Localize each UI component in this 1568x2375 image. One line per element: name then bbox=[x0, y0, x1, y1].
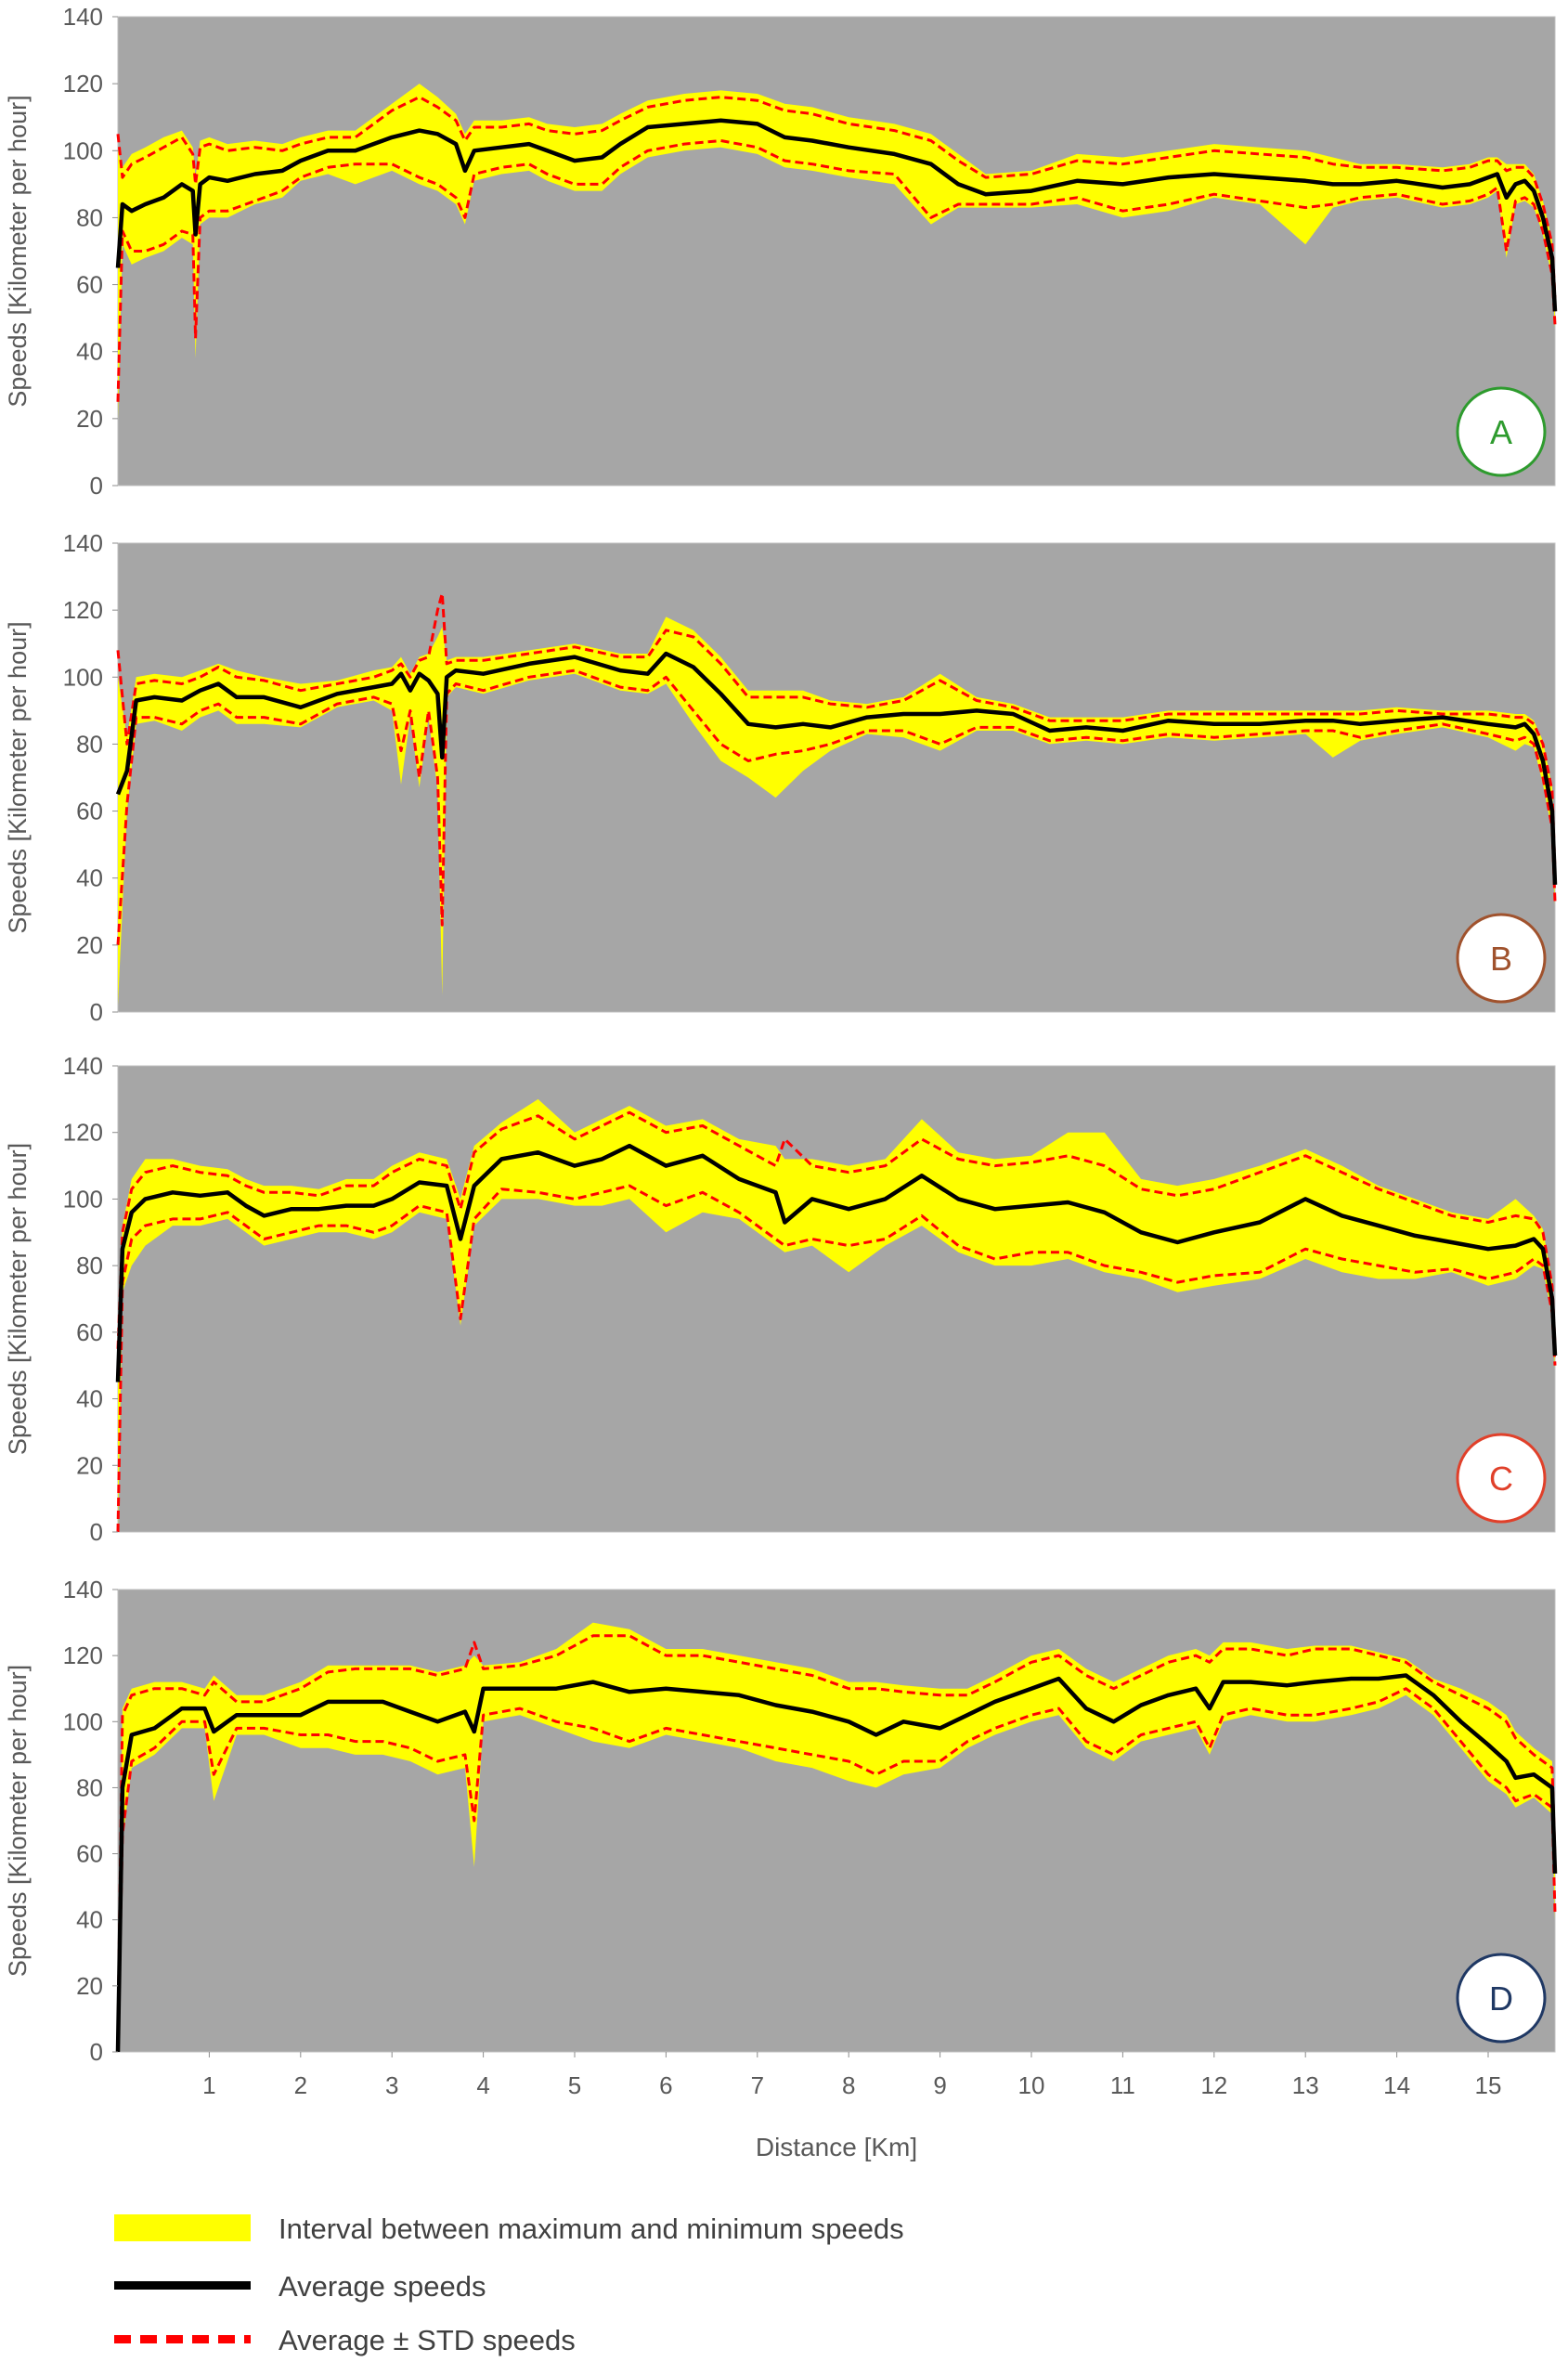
legend-swatch-band bbox=[114, 2214, 251, 2241]
series-std-lower-d bbox=[116, 1687, 1557, 2053]
y-tick-label: 60 bbox=[76, 1840, 103, 1868]
legend-label-std: Average ± STD speeds bbox=[279, 2324, 576, 2356]
chart-panel-d: 0 20 40 60 80 100 120 140 Speeds [Kilometer per … bbox=[4, 1576, 1558, 2161]
y-tick-label: 40 bbox=[76, 1385, 103, 1413]
panel-label: B bbox=[1490, 940, 1512, 978]
chart-panel-c: 0 20 40 60 80 100 120 140 Speeds [Kilometer per … bbox=[4, 1052, 1558, 1546]
x-tick-label: 10 bbox=[1018, 2071, 1045, 2099]
legend-label-average: Average speeds bbox=[279, 2270, 486, 2303]
plot-area bbox=[117, 1065, 1556, 1533]
y-tick-label: 60 bbox=[76, 798, 103, 825]
x-axis-label: Distance [Km] bbox=[756, 2133, 917, 2161]
series-average-a bbox=[115, 118, 1558, 312]
series-std-upper-b bbox=[116, 591, 1557, 872]
y-tick-label: 60 bbox=[76, 271, 103, 299]
y-tick-label: 100 bbox=[63, 136, 103, 164]
panel-label: D bbox=[1489, 1979, 1513, 2018]
y-tick-label: 40 bbox=[76, 864, 103, 892]
y-tick-label: 40 bbox=[76, 1906, 103, 1934]
x-tick-label: 4 bbox=[476, 2071, 489, 2099]
legend-swatch-line bbox=[114, 2281, 251, 2290]
y-tick-label: 140 bbox=[63, 529, 103, 557]
y-tick-label: 100 bbox=[63, 1185, 103, 1213]
x-tick-label: 13 bbox=[1292, 2071, 1319, 2099]
y-tick-label: 40 bbox=[76, 338, 103, 366]
legend: Interval between maximum and minimum spe… bbox=[0, 2187, 1568, 2372]
series-std-upper-d bbox=[116, 1634, 1557, 2036]
y-tick-label: 100 bbox=[63, 1707, 103, 1735]
x-tick-label: 12 bbox=[1200, 2071, 1227, 2099]
chart-panel-b: 0 20 40 60 80 100 120 140 Speeds [Kilometer per … bbox=[4, 529, 1558, 1026]
series-std-upper-c bbox=[116, 1110, 1557, 1349]
series-average-c bbox=[115, 1143, 1558, 1382]
y-tick-label: 140 bbox=[63, 3, 103, 31]
y-tick-label: 20 bbox=[76, 1451, 103, 1479]
y-axis-label: Speeds [Kilometer per hour] bbox=[4, 621, 32, 933]
panel-label-circle bbox=[1456, 1953, 1547, 2044]
plot-area bbox=[117, 542, 1556, 1013]
x-tick-label: 6 bbox=[659, 2071, 672, 2099]
y-tick-label: 120 bbox=[63, 1119, 103, 1147]
panel-label: C bbox=[1489, 1460, 1513, 1498]
panel-label-circle bbox=[1456, 386, 1547, 477]
y-tick-label: 80 bbox=[76, 1773, 103, 1801]
legend-swatch-dashed bbox=[114, 2335, 251, 2343]
series-std-lower-c bbox=[116, 1184, 1557, 1533]
y-tick-label: 140 bbox=[63, 1052, 103, 1080]
y-tick-label: 0 bbox=[90, 998, 103, 1026]
y-tick-label: 0 bbox=[90, 1518, 103, 1546]
band-max-min-a bbox=[118, 84, 1555, 419]
legend-label-interval: Interval between maximum and minimum spe… bbox=[279, 2213, 904, 2245]
y-tick-label: 140 bbox=[63, 1576, 103, 1603]
y-tick-label: 80 bbox=[76, 1252, 103, 1279]
y-tick-label: 100 bbox=[63, 663, 103, 691]
legend-item-std: Average ± STD speeds bbox=[111, 2317, 1225, 2363]
panel-label: A bbox=[1490, 413, 1512, 451]
band-max-min-c bbox=[118, 1098, 1555, 1532]
y-tick-label: 80 bbox=[76, 730, 103, 758]
y-tick-label: 20 bbox=[76, 931, 103, 959]
x-tick-label: 7 bbox=[751, 2071, 764, 2099]
x-tick-label: 9 bbox=[933, 2071, 946, 2099]
series-std-lower-a bbox=[116, 139, 1557, 402]
x-tick-label: 5 bbox=[568, 2071, 581, 2099]
plot-area bbox=[117, 16, 1556, 487]
legend-item-interval: Interval between maximum and minimum spe… bbox=[111, 2205, 1225, 2252]
y-tick-label: 120 bbox=[63, 596, 103, 624]
x-tick-label: 11 bbox=[1110, 2071, 1135, 2099]
x-tick-label: 1 bbox=[202, 2071, 215, 2099]
y-tick-label: 60 bbox=[76, 1318, 103, 1346]
x-tick-label: 15 bbox=[1475, 2071, 1502, 2099]
y-axis-label: Speeds [Kilometer per hour] bbox=[4, 1665, 32, 1977]
y-tick-label: 0 bbox=[90, 472, 103, 500]
y-tick-label: 80 bbox=[76, 203, 103, 231]
y-tick-label: 0 bbox=[90, 2038, 103, 2066]
x-tick-label: 2 bbox=[294, 2071, 307, 2099]
series-std-lower-b bbox=[116, 668, 1557, 945]
chart-panel-a: 0 20 40 60 80 100 120 140 Speeds [Kilometer per … bbox=[4, 3, 1558, 500]
y-tick-label: 120 bbox=[63, 1642, 103, 1669]
y-tick-label: 20 bbox=[76, 405, 103, 433]
y-tick-label: 20 bbox=[76, 1972, 103, 2000]
series-average-d bbox=[115, 1673, 1558, 2053]
x-tick-label: 8 bbox=[842, 2071, 855, 2099]
x-tick-label: 3 bbox=[385, 2071, 398, 2099]
series-average-b bbox=[115, 651, 1558, 885]
panel-label-circle bbox=[1456, 913, 1547, 1004]
y-axis-label: Speeds [Kilometer per hour] bbox=[4, 95, 32, 407]
panel-label-circle bbox=[1456, 1433, 1547, 1524]
x-tick-label: 14 bbox=[1383, 2071, 1410, 2099]
y-tick-label: 120 bbox=[63, 70, 103, 97]
y-axis-label: Speeds [Kilometer per hour] bbox=[4, 1143, 32, 1455]
band-max-min-d bbox=[118, 1622, 1555, 2052]
series-std-upper-a bbox=[116, 96, 1557, 299]
legend-item-average: Average speeds bbox=[111, 2263, 1225, 2309]
